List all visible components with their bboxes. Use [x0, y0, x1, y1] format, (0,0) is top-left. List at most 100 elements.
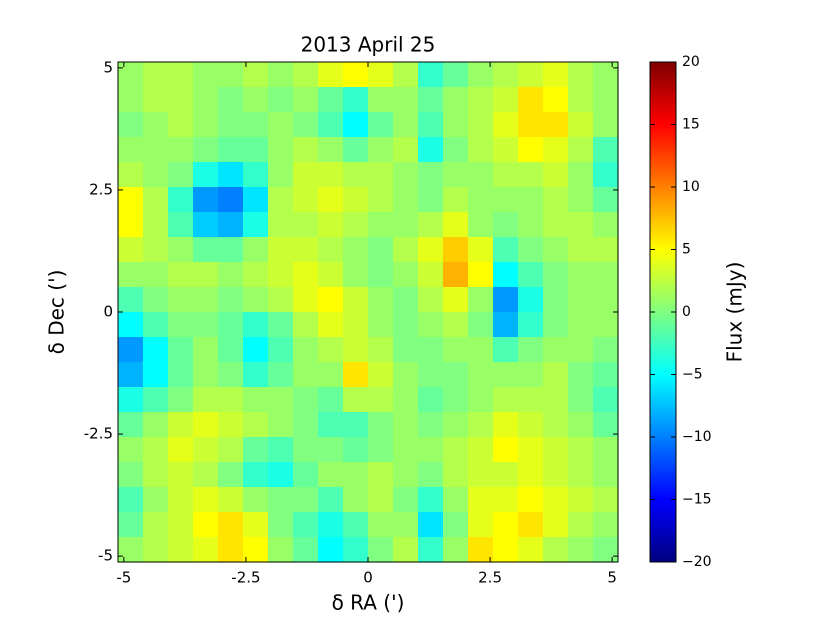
heatmap-cell — [193, 212, 219, 238]
heatmap-cell — [168, 462, 194, 488]
heatmap-cell — [543, 512, 569, 538]
heatmap-cell — [293, 537, 319, 563]
heatmap-cell — [293, 87, 319, 113]
heatmap-cell — [368, 187, 394, 213]
heatmap-cell — [468, 387, 494, 413]
heatmap-cell — [143, 487, 169, 513]
heatmap-cell — [318, 187, 344, 213]
heatmap-cell — [568, 287, 594, 313]
heatmap-cell — [393, 487, 419, 513]
heatmap-cell — [343, 62, 369, 88]
y-tick-label: 5 — [103, 58, 113, 76]
heatmap-cell — [468, 462, 494, 488]
heatmap-cell — [568, 437, 594, 463]
heatmap-cell — [468, 312, 494, 338]
x-tick-label: 2.5 — [478, 569, 502, 587]
heatmap-cell — [493, 87, 519, 113]
heatmap-cell — [143, 387, 169, 413]
heatmap-cell — [268, 137, 294, 163]
heatmap-cell — [418, 162, 444, 188]
heatmap-cell — [193, 462, 219, 488]
heatmap-cell — [193, 262, 219, 288]
heatmap-cell — [443, 287, 469, 313]
heatmap-cell — [518, 137, 544, 163]
heatmap-cell — [443, 487, 469, 513]
heatmap-cell — [218, 537, 244, 563]
heatmap-cell — [418, 87, 444, 113]
heatmap-cell — [243, 112, 269, 138]
colorbar-tick-label: 20 — [682, 54, 700, 70]
heatmap-cell — [268, 462, 294, 488]
heatmap-cell — [468, 537, 494, 563]
heatmap-cell — [393, 187, 419, 213]
heatmap-cell — [418, 112, 444, 138]
heatmap-cell — [168, 162, 194, 188]
heatmap-cell — [143, 137, 169, 163]
heatmap-cell — [143, 337, 169, 363]
heatmap-cell — [418, 412, 444, 438]
heatmap-cell — [418, 187, 444, 213]
heatmap-cell — [493, 487, 519, 513]
heatmap-cell — [268, 337, 294, 363]
heatmap-cell — [543, 212, 569, 238]
heatmap-cell — [168, 512, 194, 538]
heatmap-cell — [443, 87, 469, 113]
heatmap-cell — [268, 537, 294, 563]
heatmap-cell — [218, 487, 244, 513]
heatmap-cell — [318, 262, 344, 288]
heatmap-cell — [118, 537, 144, 563]
heatmap-cell — [518, 462, 544, 488]
heatmap-cell — [393, 537, 419, 563]
heatmap-cell — [593, 212, 619, 238]
heatmap-cell — [118, 287, 144, 313]
heatmap-cell — [443, 62, 469, 88]
heatmap-cell — [168, 412, 194, 438]
heatmap-cell — [443, 162, 469, 188]
heatmap-cell — [193, 487, 219, 513]
heatmap-cell — [118, 512, 144, 538]
heatmap-cell — [343, 237, 369, 263]
colorbar-tick-label: 15 — [682, 117, 700, 133]
heatmap-cell — [368, 487, 394, 513]
heatmap-cell — [318, 487, 344, 513]
heatmap-cell — [243, 187, 269, 213]
heatmap-cell — [118, 212, 144, 238]
heatmap-cell — [218, 362, 244, 388]
heatmap-cell — [518, 412, 544, 438]
heatmap-cell — [343, 462, 369, 488]
heatmap-cell — [293, 337, 319, 363]
heatmap-cell — [168, 62, 194, 88]
heatmap-cell — [293, 212, 319, 238]
heatmap-cell — [218, 262, 244, 288]
heatmap-cell — [143, 412, 169, 438]
heatmap-cell — [168, 437, 194, 463]
heatmap-cell — [168, 212, 194, 238]
heatmap-cell — [343, 87, 369, 113]
heatmap-cell — [193, 137, 219, 163]
heatmap-cell — [543, 312, 569, 338]
heatmap-cell — [193, 62, 219, 88]
heatmap-cell — [293, 287, 319, 313]
heatmap-cell — [318, 412, 344, 438]
heatmap-cell — [443, 137, 469, 163]
heatmap-cell — [343, 212, 369, 238]
heatmap-cell — [418, 137, 444, 163]
heatmap-cell — [468, 337, 494, 363]
x-tick-label: -5 — [116, 569, 131, 587]
heatmap-cell — [568, 237, 594, 263]
heatmap-cell — [443, 187, 469, 213]
heatmap-cell — [493, 162, 519, 188]
heatmap-cell — [218, 62, 244, 88]
heatmap-cell — [293, 262, 319, 288]
x-axis-label: δ RA (') — [332, 591, 405, 615]
heatmap-cell — [168, 312, 194, 338]
heatmap-cell — [293, 162, 319, 188]
heatmap-cell — [543, 187, 569, 213]
heatmap-cell — [168, 112, 194, 138]
heatmap-cell — [568, 112, 594, 138]
heatmap-cell — [468, 362, 494, 388]
heatmap-cell — [268, 87, 294, 113]
heatmap-cell — [293, 462, 319, 488]
heatmap-cell — [118, 462, 144, 488]
heatmap-cell — [218, 87, 244, 113]
